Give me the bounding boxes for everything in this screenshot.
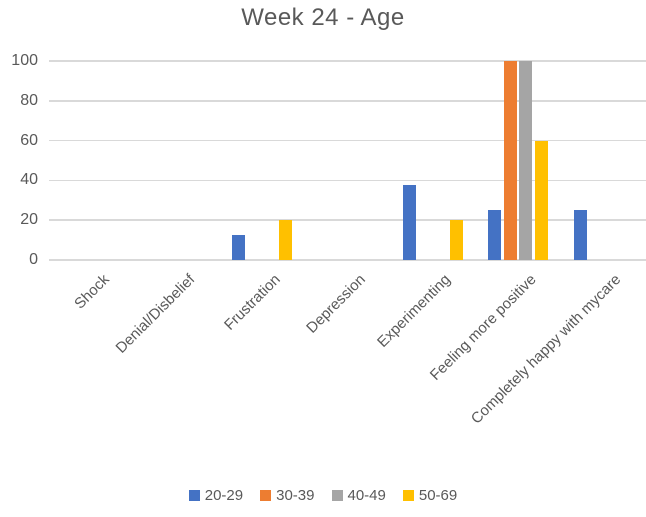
legend-swatch <box>331 490 343 501</box>
legend-item: 40-49 <box>331 487 386 504</box>
bar <box>534 140 548 260</box>
legend-item: 50-69 <box>402 487 458 504</box>
y-tick-label: 60 <box>20 131 38 149</box>
legend-item: 30-39 <box>260 487 315 504</box>
y-tick-label: 0 <box>29 251 38 268</box>
gridline <box>49 179 646 182</box>
bar <box>449 220 463 260</box>
gridline <box>49 259 646 261</box>
bar <box>573 210 587 260</box>
x-tick-label: Frustration <box>220 271 284 334</box>
gridline <box>49 100 646 102</box>
bar <box>403 185 417 260</box>
gridline <box>49 219 646 221</box>
plot-area <box>49 60 646 261</box>
bar <box>488 210 502 260</box>
gridline <box>49 60 646 62</box>
x-tick-label: Depression <box>302 271 369 337</box>
x-tick-label: Denial/Disbelief <box>112 271 198 357</box>
legend-label: 20-29 <box>204 487 244 504</box>
bar <box>519 61 533 260</box>
x-tick-label: Shock <box>71 271 113 313</box>
legend-label: 40-49 <box>347 487 386 504</box>
legend-swatch <box>188 490 200 501</box>
bar <box>503 61 517 260</box>
y-tick-label: 40 <box>20 171 38 189</box>
legend-swatch <box>402 490 414 501</box>
y-tick-label: 80 <box>20 91 38 109</box>
gridline <box>49 139 646 142</box>
x-tick-label: Completely happy with mycare <box>467 271 625 428</box>
bar <box>278 220 292 260</box>
legend-label: 30-39 <box>276 487 315 504</box>
legend-label: 50-69 <box>418 487 458 504</box>
bar <box>232 235 246 260</box>
legend-swatch <box>260 490 272 501</box>
legend: 20-29 30-39 40-49 50-69 <box>0 487 646 504</box>
y-tick-label: 20 <box>20 211 38 229</box>
x-tick-label: Experimenting <box>373 271 454 351</box>
chart-title: Week 24 - Age <box>241 4 405 31</box>
legend-item: 20-29 <box>188 487 244 504</box>
y-tick-label: 100 <box>11 52 38 69</box>
